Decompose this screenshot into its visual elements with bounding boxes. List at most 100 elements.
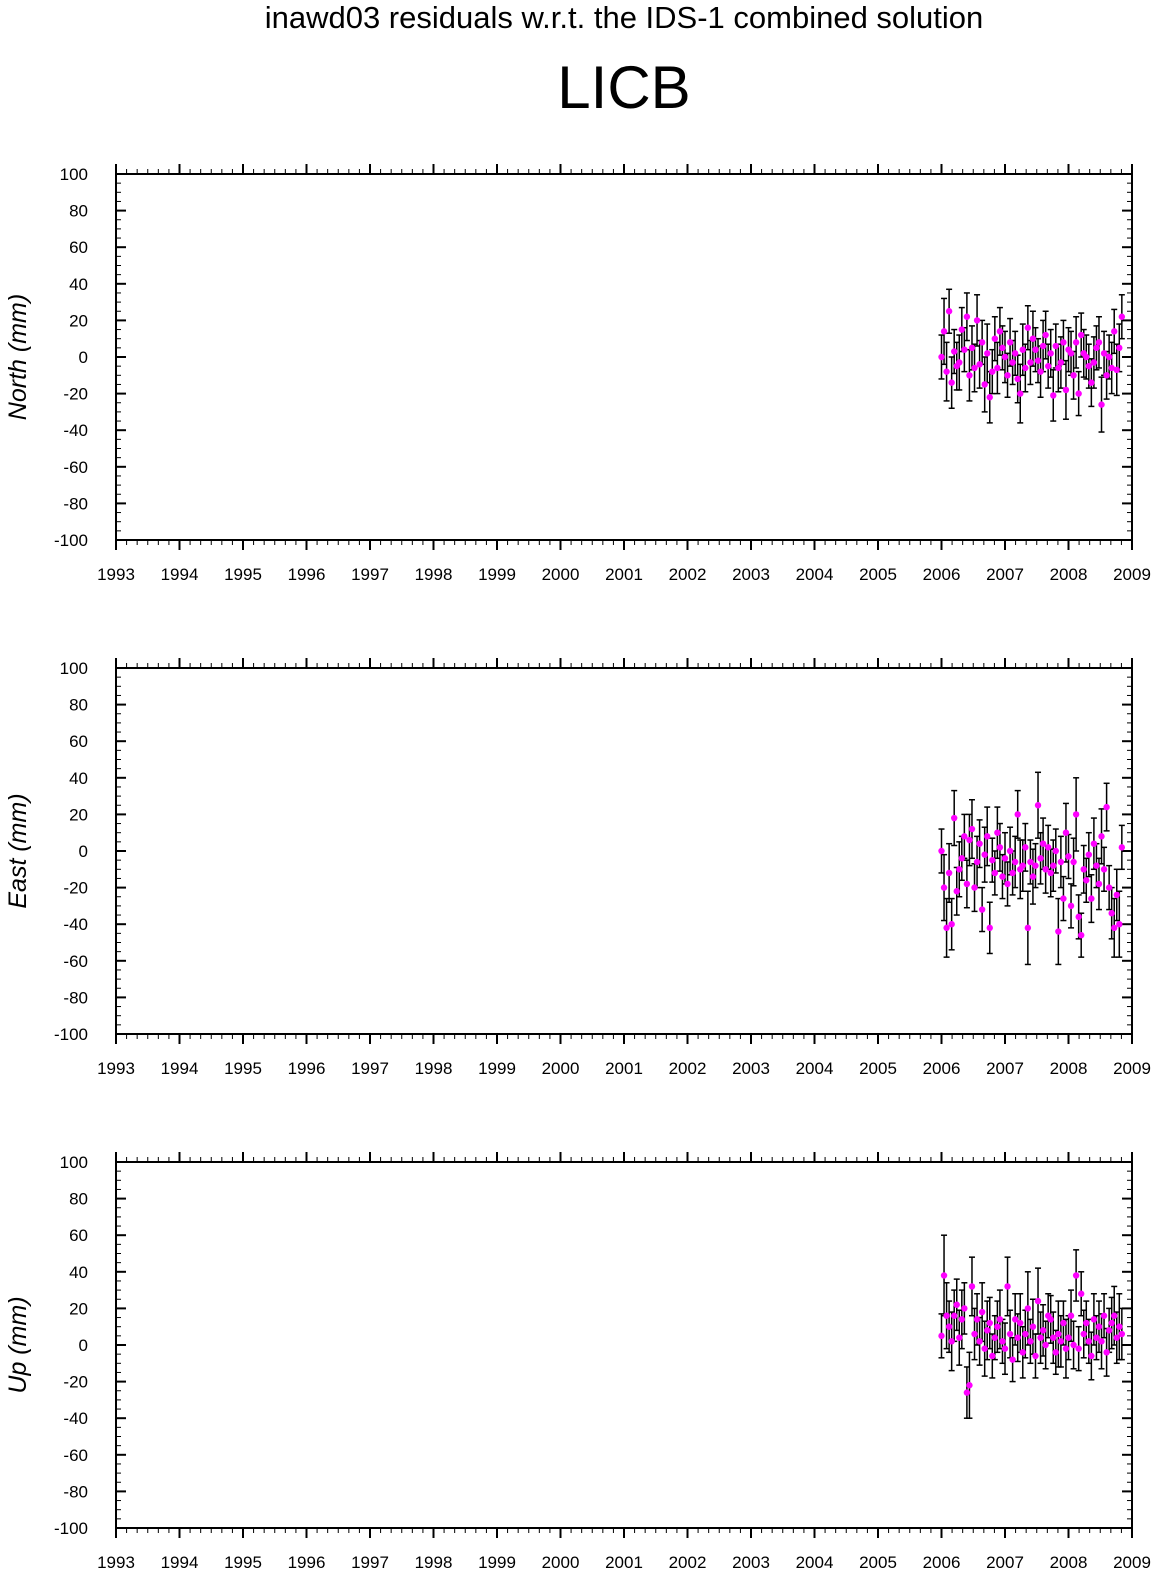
data-point: [976, 1338, 983, 1345]
data-point: [1004, 372, 1011, 379]
data-point: [978, 339, 986, 346]
y-tick-label: 40: [69, 769, 88, 788]
data-point: [945, 869, 953, 877]
x-tick-label: 2003: [732, 1059, 770, 1078]
data-point: [951, 1312, 958, 1319]
data-point: [1088, 379, 1095, 386]
data-point: [1057, 858, 1065, 866]
data-point: [1093, 862, 1100, 869]
data-point: [938, 847, 945, 855]
y-tick-label: 20: [69, 805, 88, 824]
y-tick-label: 100: [60, 659, 88, 678]
data-point: [1011, 858, 1019, 866]
data-point: [1098, 1338, 1105, 1345]
data-point: [966, 1382, 973, 1389]
y-tick-label: 0: [79, 348, 88, 367]
data-point: [1042, 1341, 1049, 1349]
data-point: [973, 1316, 981, 1323]
data-point: [1095, 1323, 1103, 1330]
x-tick-label: 2004: [796, 1059, 834, 1078]
data-point: [991, 1334, 999, 1341]
data-point: [1027, 1338, 1034, 1345]
data-point: [945, 1323, 953, 1330]
data-point: [1052, 847, 1060, 855]
data-point: [1100, 866, 1108, 873]
x-tick-label: 1997: [351, 1059, 389, 1078]
data-point: [1009, 359, 1016, 366]
data-point: [989, 1352, 996, 1360]
data-point: [1062, 1345, 1070, 1352]
data-point: [968, 344, 976, 352]
data-point: [966, 836, 973, 844]
data-point: [1011, 350, 1019, 357]
data-point: [958, 326, 966, 333]
data-point: [1070, 372, 1077, 379]
x-tick-label: 2000: [542, 1059, 580, 1078]
data-point: [1044, 844, 1052, 851]
data-point: [989, 856, 996, 864]
data-point: [1042, 866, 1049, 873]
data-point: [984, 1327, 991, 1334]
x-tick-label: 1999: [478, 1553, 516, 1572]
y-tick-label: -80: [63, 1482, 88, 1501]
data-point: [1034, 802, 1042, 809]
data-point: [1072, 1272, 1080, 1279]
data-point: [1034, 1297, 1042, 1305]
data-point: [994, 364, 1001, 372]
data-point: [1116, 921, 1123, 928]
data-point: [1055, 928, 1062, 935]
data-point: [1029, 873, 1037, 880]
data-point: [951, 348, 958, 355]
y-tick-label: -80: [63, 988, 88, 1007]
data-point: [971, 364, 978, 372]
data-point: [986, 924, 993, 932]
data-point: [1017, 390, 1024, 397]
x-tick-label: 2003: [732, 565, 770, 584]
data-point: [958, 855, 966, 862]
data-point: [1111, 924, 1118, 932]
data-point: [1022, 364, 1029, 372]
data-point: [1065, 1334, 1072, 1341]
data-point: [999, 873, 1006, 880]
data-point: [948, 1338, 955, 1345]
data-point: [971, 1330, 978, 1338]
data-point: [1029, 335, 1037, 342]
x-tick-label: 2005: [859, 1059, 897, 1078]
data-point: [1060, 1319, 1067, 1327]
data-point: [943, 368, 950, 375]
y-tick-label: 0: [79, 1336, 88, 1355]
y-tick-label: 0: [79, 842, 88, 861]
data-point: [1080, 1330, 1087, 1338]
x-tick-label: 2000: [542, 1553, 580, 1572]
data-point: [986, 1319, 993, 1327]
data-point: [1100, 1312, 1108, 1319]
data-point: [1022, 844, 1029, 851]
data-point: [1001, 1345, 1009, 1352]
data-point: [1044, 362, 1052, 370]
y-tick-label: 60: [69, 732, 88, 751]
x-tick-label: 2009: [1113, 1059, 1151, 1078]
data-point: [1070, 1341, 1077, 1349]
data-point: [1085, 362, 1093, 370]
data-point: [1006, 339, 1014, 346]
x-tick-label: 2007: [986, 565, 1024, 584]
data-point: [1004, 1283, 1011, 1290]
data-point: [973, 317, 981, 324]
data-point: [1024, 1305, 1032, 1312]
data-point: [1083, 353, 1090, 361]
data-point: [1029, 1323, 1037, 1330]
data-point: [1019, 862, 1026, 869]
data-point: [973, 858, 981, 866]
data-point: [1078, 331, 1085, 339]
y-tick-label: -60: [63, 458, 88, 477]
data-point: [1075, 1345, 1082, 1352]
data-point: [1057, 359, 1065, 366]
data-point: [1050, 862, 1057, 869]
x-tick-label: 1998: [415, 565, 453, 584]
data-point: [1108, 364, 1115, 372]
data-point: [1108, 910, 1115, 917]
data-point: [996, 1316, 1004, 1323]
data-point: [1072, 339, 1080, 346]
data-point: [1024, 324, 1032, 331]
data-point: [1014, 1334, 1021, 1341]
